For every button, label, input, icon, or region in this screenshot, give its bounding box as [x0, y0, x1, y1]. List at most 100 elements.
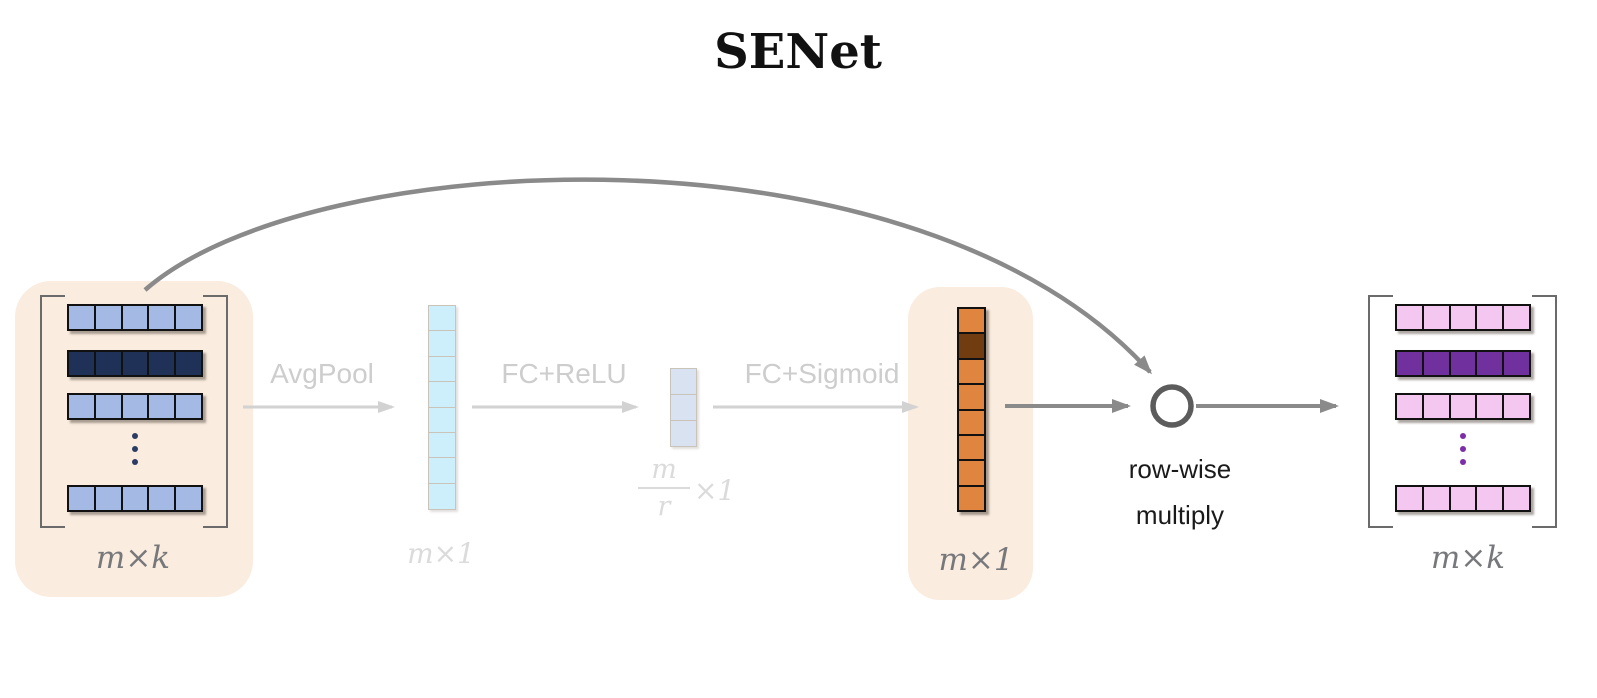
matrix-cell: [174, 485, 203, 512]
fraction: m r: [638, 454, 690, 522]
vector-cell: [670, 393, 697, 422]
matrix-cell: [1475, 350, 1505, 377]
multiply-op-line2: multiply: [1135, 500, 1225, 530]
vector-cell: [957, 484, 986, 513]
scale-vector-dim-label: m×1: [938, 542, 1014, 578]
ellipsis-dots: [1460, 433, 1466, 465]
multiply-op-line1: row-wise: [1128, 454, 1232, 484]
input-matrix-dim-label: m×k: [95, 540, 171, 576]
scale-vector: [957, 307, 986, 513]
bottleneck-dim-label: m r ×1: [638, 454, 735, 522]
fraction-denominator: r: [657, 491, 671, 522]
matrix-cell: [174, 393, 203, 420]
matrix-cell: [1421, 393, 1451, 420]
bottleneck-vector: [670, 368, 697, 447]
matrix-cell: [1448, 350, 1478, 377]
matrix-cell: [1502, 350, 1531, 377]
multiply-circle: [1150, 384, 1194, 428]
vector-cell: [957, 357, 986, 386]
matrix-cell: [147, 393, 177, 420]
matrix-row-highlighted: [67, 350, 203, 377]
matrix-row: [67, 304, 203, 331]
pooled-vector: [428, 305, 456, 510]
matrix-row: [67, 393, 203, 420]
dot: [132, 459, 138, 465]
output-matrix-left-bracket: [1368, 295, 1393, 528]
vector-cell: [670, 419, 697, 447]
matrix-cell: [1448, 485, 1478, 512]
matrix-cell: [93, 393, 123, 420]
matrix-cell: [1395, 350, 1424, 377]
matrix-cell: [1448, 304, 1478, 331]
vector-cell: [428, 406, 456, 434]
fraction-suffix: ×1: [694, 473, 736, 507]
fc-sigmoid-label: FC+Sigmoid: [744, 358, 900, 389]
output-matrix-dim-label: m×k: [1430, 540, 1506, 576]
dot: [1460, 446, 1466, 452]
diagram-title: SENet: [714, 24, 882, 80]
input-matrix-right-bracket: [203, 295, 228, 528]
matrix-cell: [67, 304, 96, 331]
dot: [1460, 459, 1466, 465]
matrix-cell: [147, 350, 177, 377]
input-highlight-panel: [15, 281, 253, 597]
vector-cell-highlighted: [957, 332, 986, 360]
dot: [132, 446, 138, 452]
matrix-cell: [67, 485, 96, 512]
matrix-cell: [1395, 485, 1424, 512]
vector-cell: [428, 355, 456, 383]
matrix-cell: [120, 485, 150, 512]
matrix-row: [67, 485, 203, 512]
matrix-cell: [1475, 304, 1505, 331]
matrix-cell: [67, 393, 96, 420]
matrix-cell: [1502, 393, 1531, 420]
vector-cell: [957, 433, 986, 462]
matrix-cell: [120, 304, 150, 331]
pooled-vector-dim-label: m×1: [407, 537, 475, 570]
matrix-cell: [93, 485, 123, 512]
matrix-row: [1395, 304, 1531, 331]
matrix-cell: [1475, 393, 1505, 420]
multiply-op-label: row-wise multiply: [1080, 446, 1280, 538]
dot: [132, 433, 138, 439]
fc-relu-label: FC+ReLU: [501, 358, 627, 389]
matrix-cell: [93, 350, 123, 377]
matrix-cell: [174, 350, 203, 377]
skip-connection-arrow: [143, 177, 1153, 375]
matrix-cell: [147, 485, 177, 512]
matrix-cell: [1475, 485, 1505, 512]
input-matrix-left-bracket: [40, 295, 65, 528]
matrix-row: [1395, 485, 1531, 512]
matrix-cell: [1421, 350, 1451, 377]
matrix-cell: [67, 350, 96, 377]
matrix-row: [1395, 393, 1531, 420]
vector-cell: [957, 459, 986, 487]
fraction-numerator: m: [638, 454, 690, 489]
matrix-row-highlighted: [1395, 350, 1531, 377]
ellipsis-dots: [132, 433, 138, 465]
matrix-cell: [174, 304, 203, 331]
matrix-cell: [1395, 393, 1424, 420]
matrix-cell: [93, 304, 123, 331]
vector-cell: [957, 383, 986, 411]
vector-cell: [428, 330, 456, 358]
vector-cell: [670, 368, 697, 396]
vector-cell: [957, 307, 986, 335]
vector-cell: [428, 482, 456, 510]
matrix-cell: [120, 393, 150, 420]
matrix-cell: [1395, 304, 1424, 331]
output-matrix-right-bracket: [1532, 295, 1557, 528]
vector-cell: [428, 305, 456, 332]
matrix-cell: [120, 350, 150, 377]
avgpool-label: AvgPool: [270, 358, 374, 389]
matrix-cell: [147, 304, 177, 331]
vector-cell: [428, 431, 456, 459]
matrix-cell: [1448, 393, 1478, 420]
matrix-cell: [1502, 304, 1531, 331]
dot: [1460, 433, 1466, 439]
vector-cell: [957, 408, 986, 436]
vector-cell: [428, 457, 456, 485]
matrix-cell: [1421, 485, 1451, 512]
